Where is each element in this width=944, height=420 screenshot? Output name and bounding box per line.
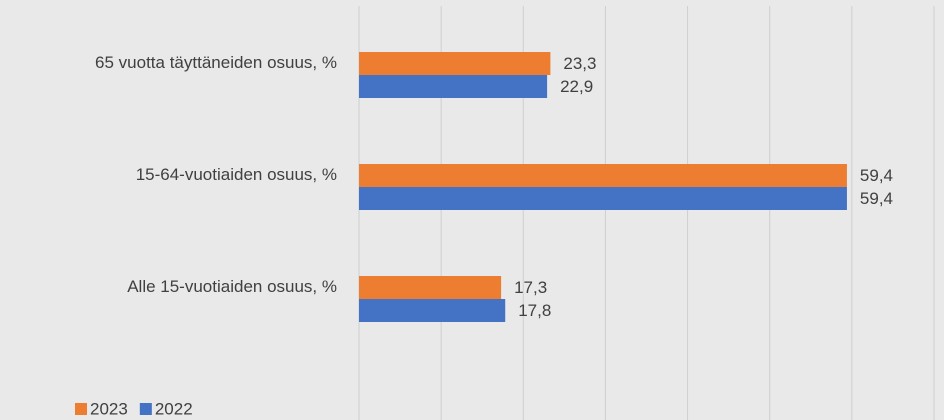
value-label: 22,9 [560,77,593,96]
bar [359,299,506,322]
bar [359,52,551,75]
value-label: 17,8 [518,301,551,320]
value-label: 17,3 [514,278,547,297]
category-label: 15-64-vuotiaiden osuus, % [136,165,337,184]
bar [359,187,847,210]
value-label: 23,3 [563,54,596,73]
category-label: Alle 15-vuotiaiden osuus, % [127,277,337,296]
legend-swatch [139,403,152,415]
legend-swatch [75,403,87,415]
value-label: 59,4 [860,189,893,208]
legend-label: 2023 [90,399,128,418]
bar [359,276,502,299]
bar [359,75,548,98]
category-label: 65 vuotta täyttäneiden osuus, % [95,53,337,72]
legend-label: 2022 [155,399,193,418]
value-label: 59,4 [860,166,893,185]
bar [359,164,847,187]
